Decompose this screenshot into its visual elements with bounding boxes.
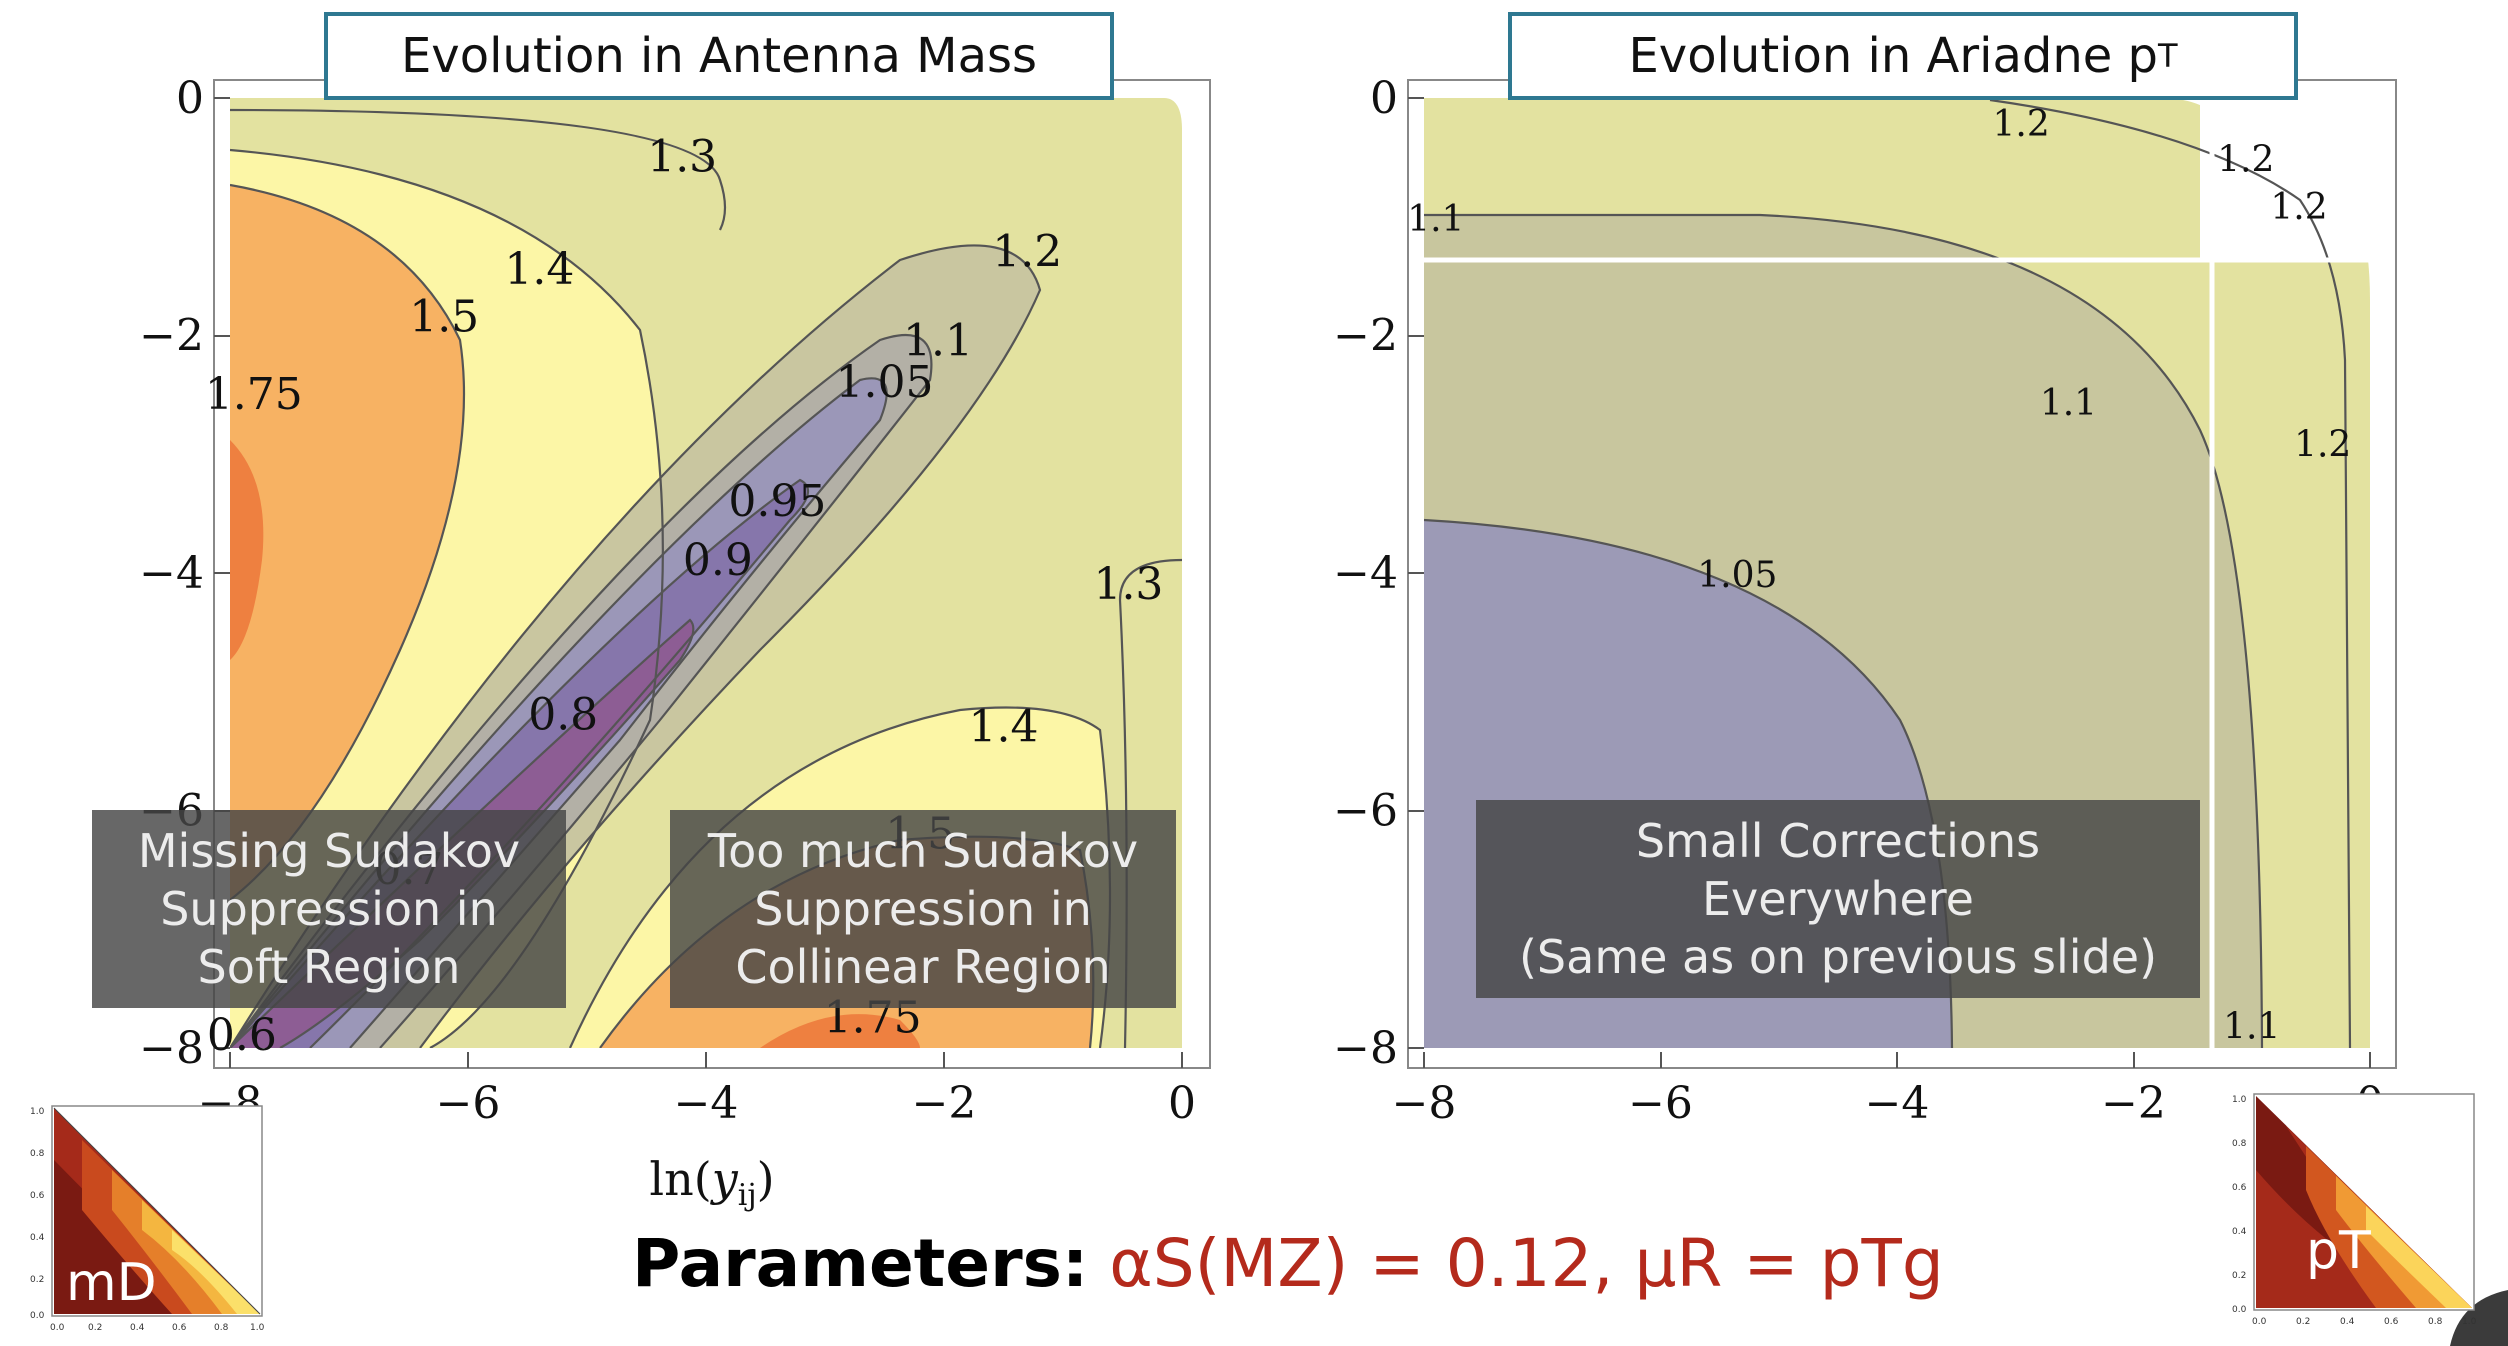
contour-label: 1.2 (992, 226, 1062, 277)
thumbnail-pt: 1.00.80.6 0.40.20.0 0.0 0.2 0.4 0.6 0.8 1.0 … (2232, 1093, 2477, 1327)
right-plot-title-subscript: T (2158, 37, 2178, 75)
svg-text:0.4: 0.4 (30, 1233, 45, 1243)
svg-text:0.8: 0.8 (214, 1323, 229, 1333)
svg-text:0.6: 0.6 (2232, 1183, 2247, 1193)
y-tick-label: −4 (139, 548, 204, 599)
contour-label: 0.6 (207, 1010, 277, 1061)
x-tick-label: 0 (1168, 1078, 1196, 1129)
svg-text:0.8: 0.8 (2428, 1317, 2443, 1327)
contour-label: 1.05 (836, 357, 934, 408)
x-tick-label: −2 (912, 1078, 977, 1129)
svg-text:0.2: 0.2 (30, 1275, 44, 1285)
left-contour-labels: 1.3 1.4 1.5 1.75 1.2 1.11.05 0.95 0.9 1.3 0.8 1.4 0… (205, 131, 1164, 1061)
svg-text:0.8: 0.8 (2232, 1139, 2247, 1149)
right-axis-ticks (1408, 97, 2371, 1068)
contour-label: 1.1 (2040, 383, 2097, 424)
contour-label: 1.1 (903, 315, 973, 366)
left-plot-title-text: Evolution in Antenna Mass (400, 28, 1038, 84)
thumbnail-md-label: mD (66, 1253, 157, 1313)
contour-label: 0.9 (683, 535, 753, 586)
svg-text:0.0: 0.0 (2252, 1317, 2267, 1327)
svg-text:0.4: 0.4 (2232, 1227, 2247, 1237)
right-plot-title-text: Evolution in Ariadne p (1628, 28, 2158, 84)
y-tick-label: −2 (1333, 311, 1398, 362)
svg-text:0.0: 0.0 (2232, 1305, 2247, 1315)
svg-text:0.6: 0.6 (30, 1191, 45, 1201)
contour-label: 1.5 (409, 292, 479, 343)
y-tick-label: 0 (1370, 73, 1398, 124)
svg-text:1.0: 1.0 (2232, 1095, 2247, 1105)
contour-label: 0.95 (728, 476, 826, 527)
contour-label: 1.1 (1407, 199, 1464, 240)
corner-decoration (2450, 1290, 2508, 1346)
contour-label: 1.4 (969, 701, 1039, 752)
contour-label: 1.75 (205, 369, 303, 420)
svg-text:0.8: 0.8 (30, 1149, 45, 1159)
thumbnail-pt-label: pT (2306, 1221, 2371, 1281)
svg-text:0.4: 0.4 (2340, 1317, 2355, 1327)
svg-text:0.2: 0.2 (2232, 1271, 2246, 1281)
contour-label: 0.8 (528, 690, 598, 741)
y-tick-label: −6 (1333, 786, 1398, 837)
y-tick-label: −2 (139, 311, 204, 362)
x-tick-label: −4 (674, 1078, 739, 1129)
small-corrections-annotation: Small Corrections Everywhere (Same as on… (1476, 800, 2200, 998)
left-x-axis-label: ln(yij) (649, 1152, 774, 1213)
contour-label: 1.4 (504, 244, 574, 295)
y-tick-label: 0 (176, 73, 204, 124)
y-tick-label: −8 (1333, 1023, 1398, 1074)
x-tick-label: −6 (436, 1078, 501, 1129)
contour-label: 1.3 (1093, 559, 1163, 610)
contour-label: 1.2 (1993, 104, 2050, 145)
svg-text:0.6: 0.6 (172, 1323, 187, 1333)
svg-text:1.0: 1.0 (30, 1107, 45, 1117)
contour-label: 1.2 (2294, 424, 2351, 465)
x-tick-label: −8 (1392, 1078, 1457, 1129)
svg-text:0.2: 0.2 (2296, 1317, 2310, 1327)
left-plot: −8−6−4−200−2−4−6−8 1.31.41.51.751.21.11.… (139, 73, 1211, 1213)
svg-text:0.0: 0.0 (50, 1323, 65, 1333)
svg-text:1.0: 1.0 (2462, 1317, 2477, 1327)
contour-label: 1.2 (2217, 139, 2274, 180)
svg-text:0.2: 0.2 (88, 1323, 102, 1333)
parameters-label: Parameters: (632, 1225, 1089, 1302)
soft-region-annotation: Missing Sudakov Suppression in Soft Regi… (92, 810, 566, 1008)
y-tick-label: −8 (139, 1023, 204, 1074)
x-tick-label: −4 (1865, 1078, 1930, 1129)
right-tick-labels: −8−6−4−200−2−4−6−8 (1333, 73, 2384, 1129)
left-axis-ticks (214, 97, 1183, 1068)
collinear-region-annotation: Too much Sudakov Suppression in Collinea… (670, 810, 1176, 1008)
thumbnail-md: 1.00.80.6 0.40.20.0 0.0 0.2 0.4 0.6 0.8 1.0 … (30, 1105, 265, 1333)
y-tick-label: −4 (1333, 548, 1398, 599)
parameters-line: Parameters: αS(MZ) = 0.12, μR = pTg (632, 1225, 1944, 1302)
left-plot-title: Evolution in Antenna Mass (324, 12, 1114, 100)
svg-text:0.0: 0.0 (30, 1311, 45, 1321)
svg-text:1.0: 1.0 (250, 1323, 265, 1333)
contour-label: 1.05 (1697, 555, 1777, 596)
svg-text:0.4: 0.4 (130, 1323, 145, 1333)
right-contour-labels: 1.2 1.2 1.2 1.1 1.1 1.2 1.05 1.1 (1407, 104, 2351, 1048)
parameters-value: αS(MZ) = 0.12, μR = pTg (1109, 1225, 1944, 1302)
svg-text:0.6: 0.6 (2384, 1317, 2399, 1327)
x-tick-label: −2 (2101, 1078, 2166, 1129)
contour-label: 1.1 (2223, 1006, 2280, 1047)
contour-label: 1.3 (647, 131, 717, 182)
x-tick-label: −6 (1628, 1078, 1693, 1129)
contour-label: 1.2 (2270, 187, 2327, 228)
